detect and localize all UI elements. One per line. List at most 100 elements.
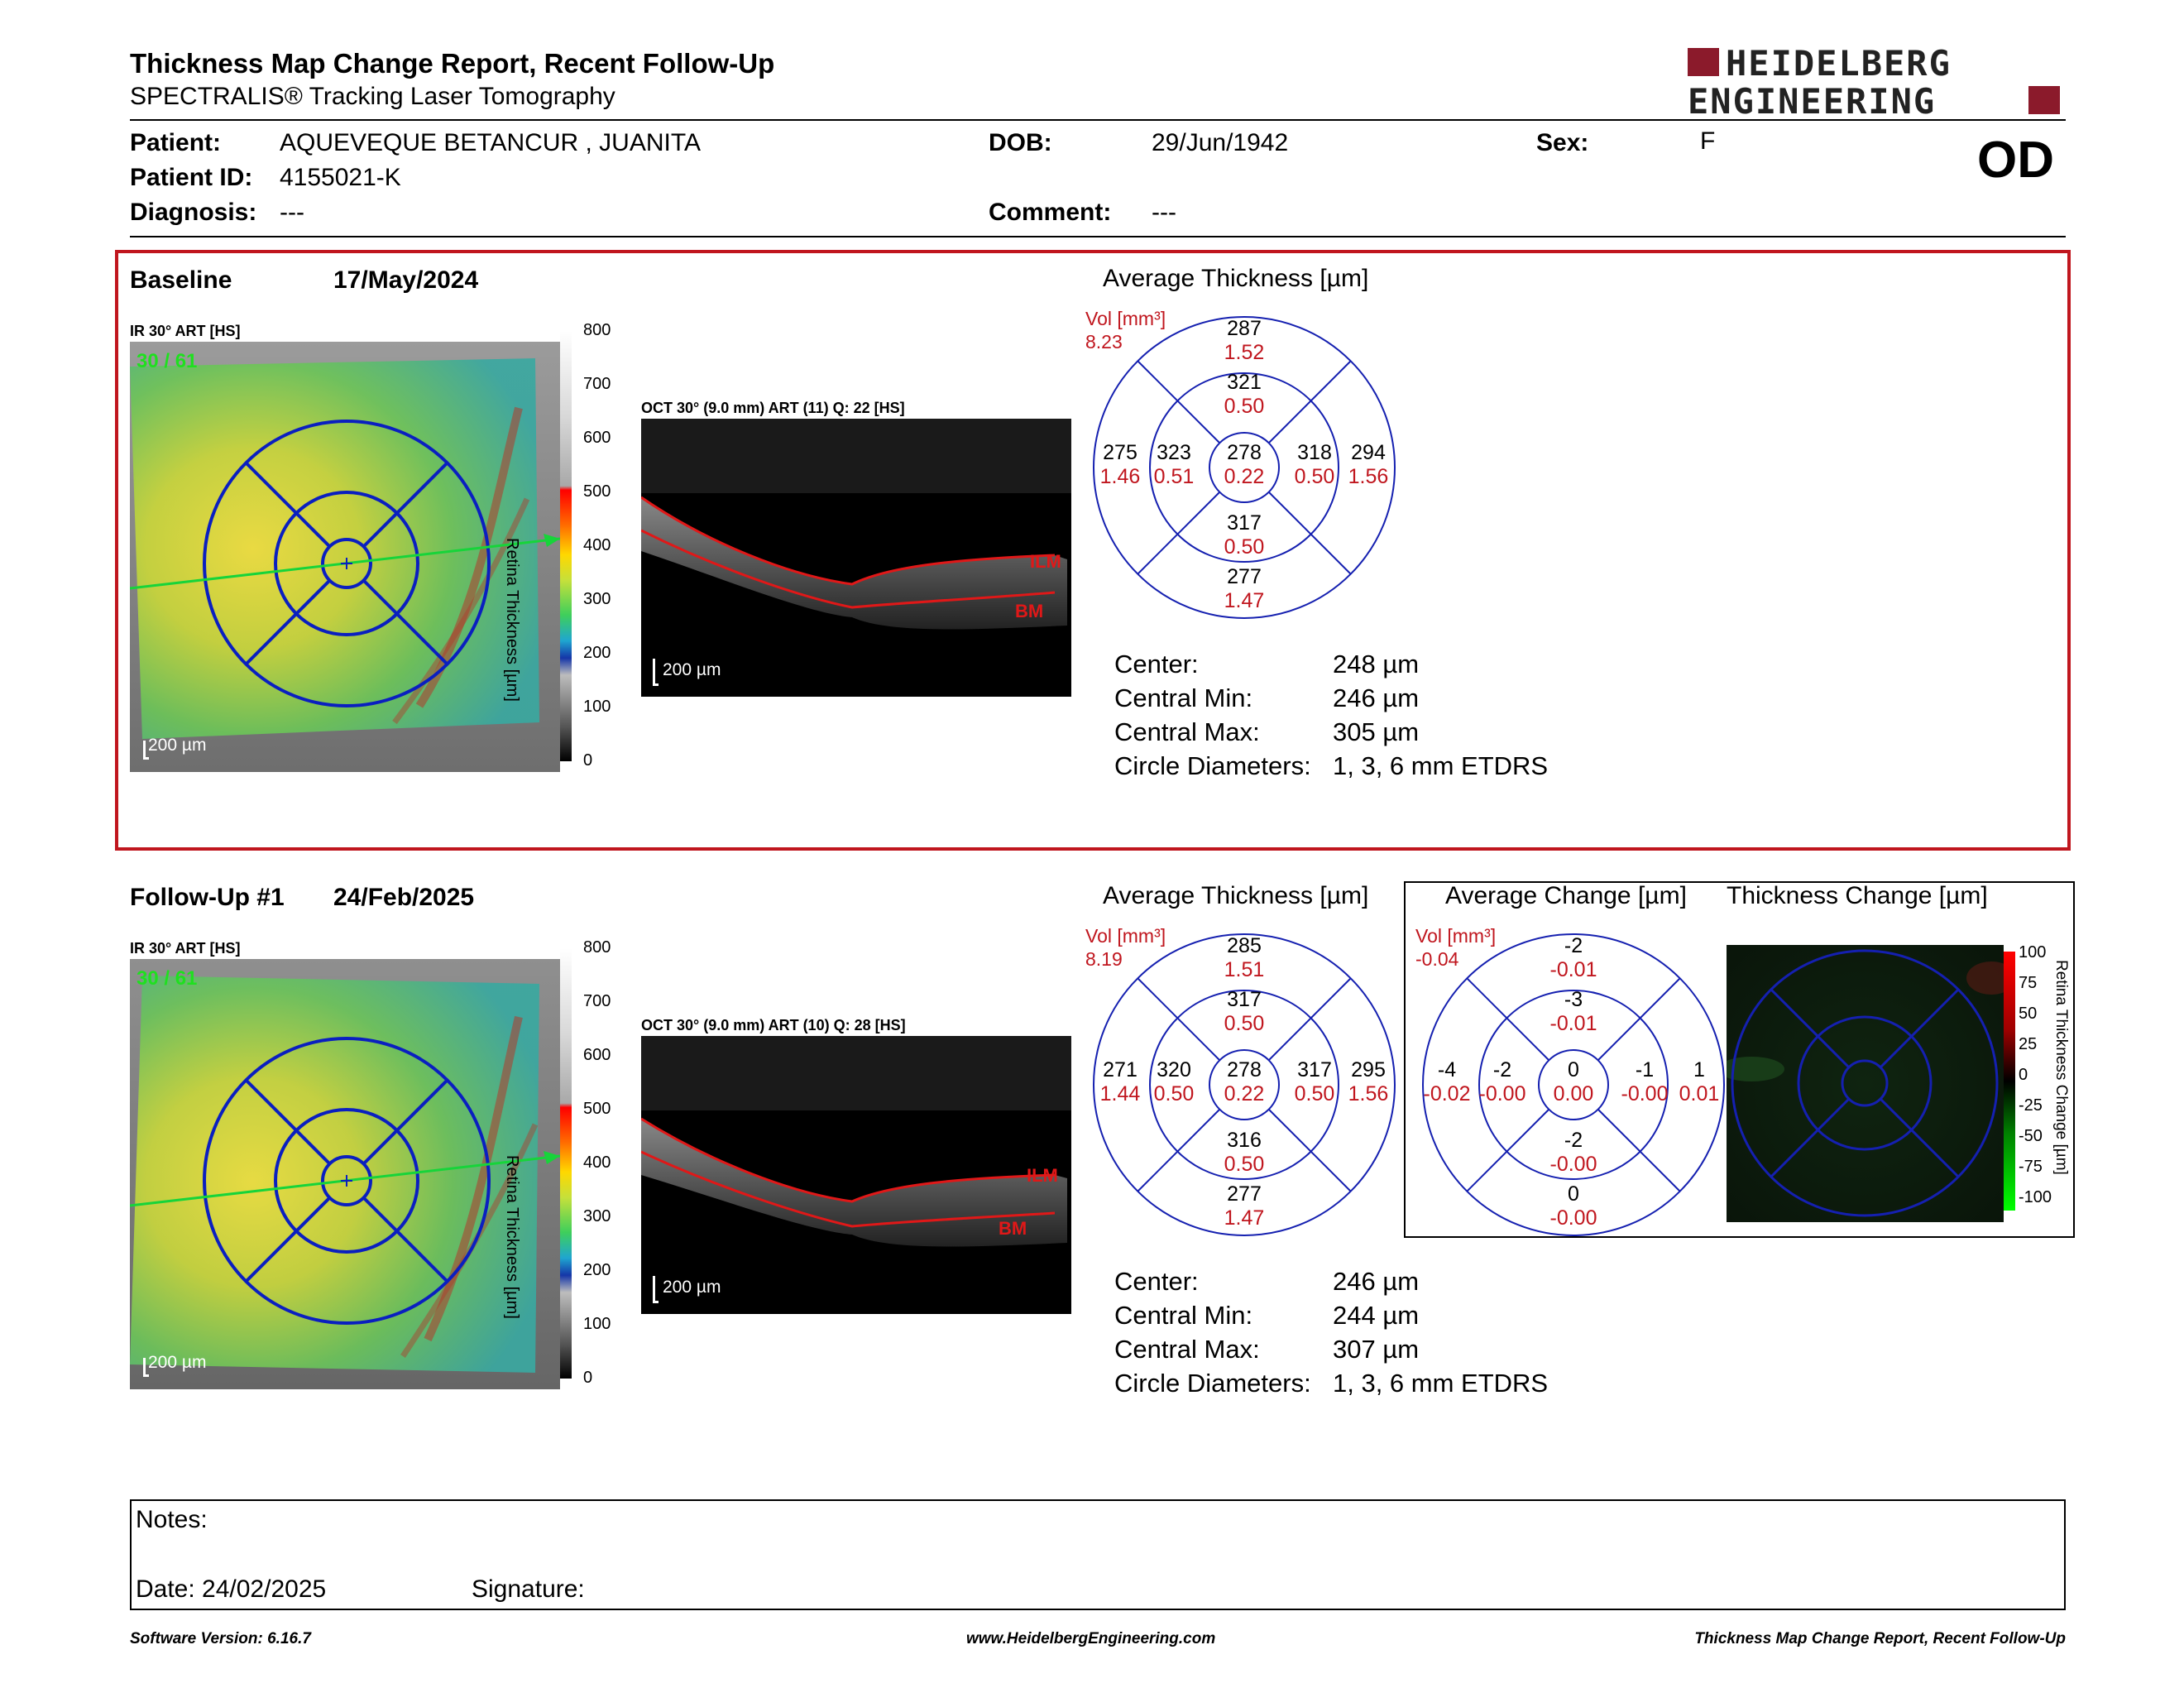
etdrs-inner-right: 317: [1297, 1058, 1332, 1081]
change-vol-label: Vol [mm³]: [1415, 925, 1497, 947]
logo-line2: ENGINEERING: [1688, 81, 1937, 122]
baseline-center-label: Center:: [1114, 650, 1199, 679]
change-tick: -50: [2019, 1127, 2043, 1145]
etdrs-outer-left-vol: 1.46: [1100, 465, 1141, 488]
etdrs-inner-left-vol: 0.51: [1154, 465, 1195, 488]
followup-circ-label: Circle Diameters:: [1114, 1369, 1311, 1398]
website-link[interactable]: www.HeidelbergEngineering.com: [966, 1630, 1216, 1647]
followup-oct-scale-bar: [653, 1276, 659, 1303]
cbar-tick: 700: [583, 375, 611, 393]
cbar-tick: 300: [583, 590, 611, 608]
followup-bm-label: BM: [999, 1218, 1027, 1239]
etdrs-outer-bottom-vol: -0.00: [1550, 1206, 1597, 1230]
followup-fundus-scale-bar: [143, 1358, 149, 1377]
etdrs-outer-bottom: 277: [1227, 1182, 1262, 1206]
thickness-change-title: Thickness Change [µm]: [1727, 882, 1988, 909]
change-tick: -75: [2019, 1158, 2043, 1176]
baseline-oct-scale-bar: [653, 659, 659, 686]
change-colorbar-ticks: 100 75 50 25 0 -25 -50 -75 -100: [2019, 943, 2052, 1216]
cbar-tick: 0: [583, 751, 593, 770]
followup-fundus-svg: [130, 976, 560, 1373]
change-tick: -100: [2019, 1188, 2052, 1206]
patient-id: 4155021-K: [280, 164, 401, 191]
followup-oct-label: OCT 30° (9.0 mm) ART (10) Q: 28 [HS]: [641, 1017, 906, 1033]
date-label: Date: 24/02/2025: [136, 1575, 327, 1603]
followup-max-value: 307 µm: [1333, 1335, 1420, 1364]
etdrs-inner-top: -3: [1564, 988, 1583, 1011]
baseline-fundus-svg: [130, 358, 560, 739]
etdrs-outer-right: 294: [1351, 441, 1386, 464]
notes-box: [130, 1499, 2066, 1610]
cbar-tick: 200: [583, 1261, 611, 1279]
cbar-tick: 100: [583, 698, 611, 716]
baseline-colorbar-ticks: 800 700 600 500 400 300 200 100 0: [579, 321, 629, 770]
followup-avg-title: Average Thickness [µm]: [1103, 882, 1369, 909]
etdrs-inner-bottom-vol: 0.50: [1224, 1153, 1265, 1176]
etdrs-center-vol: 0.22: [1224, 1082, 1265, 1105]
followup-min-value: 244 µm: [1333, 1301, 1420, 1330]
etdrs-outer-bottom: 0: [1568, 1182, 1579, 1206]
etdrs-outer-left: 271: [1103, 1058, 1138, 1081]
baseline-min-value: 246 µm: [1333, 683, 1420, 712]
eye-od: OD: [1977, 132, 2054, 189]
footer-report-name: Thickness Map Change Report, Recent Foll…: [1694, 1630, 2066, 1647]
etdrs-outer-right-vol: 1.56: [1348, 1082, 1389, 1105]
etdrs-inner-top-vol: -0.01: [1550, 1012, 1597, 1035]
etdrs-inner-right: 318: [1297, 441, 1332, 464]
notes-label: Notes:: [136, 1506, 208, 1533]
etdrs-inner-bottom-vol: 0.50: [1224, 535, 1265, 559]
change-tick: 0: [2019, 1066, 2028, 1084]
etdrs-inner-right-vol: -0.00: [1621, 1082, 1669, 1105]
followup-vol-label: Vol [mm³]: [1085, 925, 1166, 947]
baseline-center-value: 248 µm: [1333, 650, 1420, 679]
logo-red-square-right: [2028, 86, 2060, 114]
comment-label: Comment:: [989, 199, 1112, 226]
etdrs-outer-right-vol: 0.01: [1679, 1082, 1720, 1105]
followup-center-value: 246 µm: [1333, 1267, 1420, 1296]
followup-label: Follow-Up #1: [130, 884, 285, 911]
etdrs-center-vol: 0.22: [1224, 465, 1265, 488]
cbar-tick: 500: [583, 482, 611, 501]
change-tick: 100: [2019, 943, 2047, 961]
baseline-ilm-label: ILM: [1030, 551, 1061, 572]
baseline-vol-label: Vol [mm³]: [1085, 308, 1166, 329]
baseline-oct-scale: 200 µm: [663, 660, 721, 679]
software-version: Software Version: 6.16.7: [130, 1630, 311, 1647]
diagnosis-value: ---: [280, 199, 304, 226]
baseline-max-value: 305 µm: [1333, 717, 1420, 746]
baseline-circ-value: 1, 3, 6 mm ETDRS: [1333, 751, 1549, 780]
cbar-tick: 800: [583, 321, 611, 339]
baseline-fundus-image: 30 / 61 200 µm: [130, 342, 560, 772]
etdrs-outer-right: 1: [1693, 1058, 1705, 1081]
diagnosis-label: Diagnosis:: [130, 199, 257, 226]
etdrs-inner-bottom: 317: [1227, 511, 1262, 535]
baseline-thickness-colorbar: [560, 331, 572, 761]
etdrs-inner-top-vol: 0.50: [1224, 395, 1265, 418]
change-tick: 50: [2019, 1005, 2038, 1023]
etdrs-center-vol: 0.00: [1554, 1082, 1594, 1105]
report-subtitle: SPECTRALIS® Tracking Laser Tomography: [130, 83, 615, 110]
followup-frame-counter: 30 / 61: [136, 967, 198, 990]
baseline-etdrs-grid: 287 1.52 321 0.50 275 1.46 323 0.51 278 …: [1093, 316, 1396, 619]
followup-center-label: Center:: [1114, 1267, 1199, 1296]
change-tick: 25: [2019, 1035, 2038, 1053]
etdrs-center: 278: [1227, 441, 1262, 464]
cbar-tick: 500: [583, 1100, 611, 1118]
etdrs-outer-top: 285: [1227, 934, 1262, 957]
comment-value: ---: [1152, 199, 1176, 226]
followup-oct-scale: 200 µm: [663, 1278, 721, 1297]
baseline-bm-label: BM: [1015, 601, 1044, 621]
followup-fundus-image: 30 / 61 200 µm: [130, 959, 560, 1389]
etdrs-inner-left: -2: [1493, 1058, 1511, 1081]
followup-vol-value: 8.19: [1085, 948, 1123, 970]
etdrs-inner-bottom: 316: [1227, 1129, 1262, 1152]
etdrs-inner-left-vol: 0.50: [1154, 1082, 1195, 1105]
sex-value: F: [1700, 127, 1716, 155]
sex-label: Sex:: [1536, 129, 1589, 156]
etdrs-outer-top: 287: [1227, 317, 1262, 340]
followup-fundus-scale: 200 µm: [148, 1353, 207, 1372]
followup-colorbar-ticks: 800 700 600 500 400 300 200 100 0: [579, 938, 629, 1387]
thickness-change-svg: [1727, 945, 2004, 1222]
baseline-ir-label: IR 30° ART [HS]: [130, 323, 241, 339]
followup-min-label: Central Min:: [1114, 1301, 1253, 1330]
